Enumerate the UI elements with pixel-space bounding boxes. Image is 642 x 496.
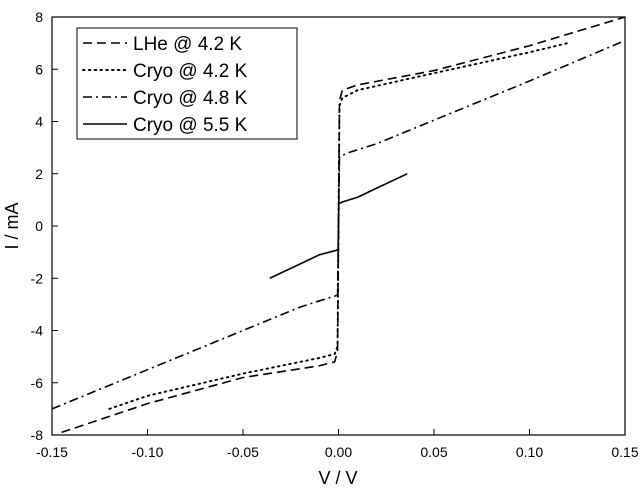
y-tick-label: 0: [35, 218, 43, 234]
y-tick-label: -2: [31, 270, 44, 286]
x-tick-label: -0.05: [227, 444, 259, 460]
y-axis-label: I / mA: [2, 202, 22, 249]
legend-label-1: LHe @ 4.2 K: [133, 34, 242, 55]
y-tick-label: 8: [35, 9, 43, 25]
x-axis-label: V / V: [318, 468, 357, 488]
series-line-4: [269, 173, 408, 279]
x-tick-label: 0.05: [420, 444, 447, 460]
x-tick-label: 0.10: [516, 444, 543, 460]
y-tick-label: 6: [35, 61, 43, 77]
ticks-layer: -0.15 -0.10 -0.05 0.00 0.05 0.10 0.15 -8 -6 -4 -2 0…: [31, 9, 639, 460]
y-tick-label: -6: [31, 375, 44, 391]
legend-box: [76, 27, 298, 140]
y-tick-label: 2: [35, 166, 43, 182]
legend-label-3: Cryo @ 4.8 K: [133, 88, 248, 109]
x-tick-label: -0.15: [36, 444, 68, 460]
y-tick-label: 4: [35, 114, 43, 130]
legend-label-2: Cryo @ 4.2 K: [133, 61, 248, 82]
y-tick-label: -8: [31, 427, 44, 443]
series-line-1: [61, 17, 625, 434]
series-layer: [52, 17, 625, 434]
x-tick-label: 0.15: [611, 444, 638, 460]
legend: LHe @ 4.2 K Cryo @ 4.2 K Cryo @ 4.8 K Cryo …: [76, 27, 298, 140]
y-tick-label: -4: [31, 323, 44, 339]
x-tick-label: -0.10: [132, 444, 164, 460]
legend-label-4: Cryo @ 5.5 K: [133, 115, 248, 136]
x-tick-label: 0.00: [325, 444, 352, 460]
